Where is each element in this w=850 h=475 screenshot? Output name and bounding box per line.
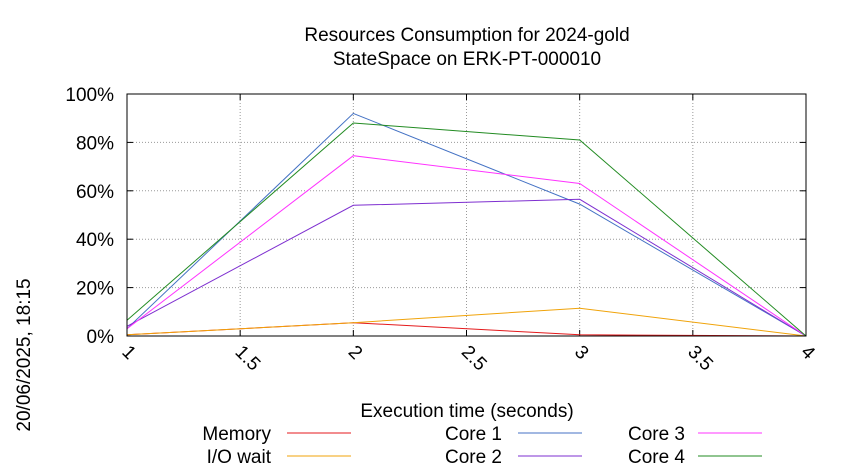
y-tick-label: 60% [76,182,114,203]
series-line-i-o-wait [126,307,807,337]
grid-lines [126,93,807,337]
legend-label: I/O wait [207,447,272,468]
y-tick-label: 20% [76,279,114,300]
y-tick-label: 100% [65,85,114,106]
legend-label: Memory [202,424,271,445]
x-tick-label: 3 [570,342,592,364]
x-tick-label: 2 [344,342,366,364]
timestamp-label: 20/06/2025, 18:15 [14,278,35,431]
series-line-core-3 [126,155,807,337]
series-lines [126,112,807,337]
y-tick-label: 0% [87,327,115,348]
y-tick-label: 80% [76,133,114,154]
plot-frame [126,93,807,337]
x-tick-label: 2.5 [457,342,491,376]
x-tick-labels: 1 1.5 2 2.5 3 3.5 4 [117,342,819,376]
x-tick-label: 3.5 [683,342,717,376]
x-axis-label: Execution time (seconds) [360,401,573,422]
x-tick-label: 4 [796,342,819,365]
series-line-core-4 [126,122,807,337]
legend-label: Core 2 [445,447,502,468]
y-tick-label: 40% [76,230,114,251]
series-line-core-2 [126,198,807,337]
x-tick-label: 1.5 [231,342,265,376]
legend-label: Core 3 [628,424,685,445]
legend-label: Core 1 [445,424,502,445]
series-line-core-1 [126,112,807,337]
chart-title-line-2: StateSpace on ERK-PT-000010 [333,49,601,70]
x-tick-label: 1 [117,342,139,364]
y-tick-labels: 0% 20% 40% 60% 80% 100% [65,85,114,348]
chart-title-line-1: Resources Consumption for 2024-gold [304,25,629,46]
legend-label: Core 4 [628,447,685,468]
